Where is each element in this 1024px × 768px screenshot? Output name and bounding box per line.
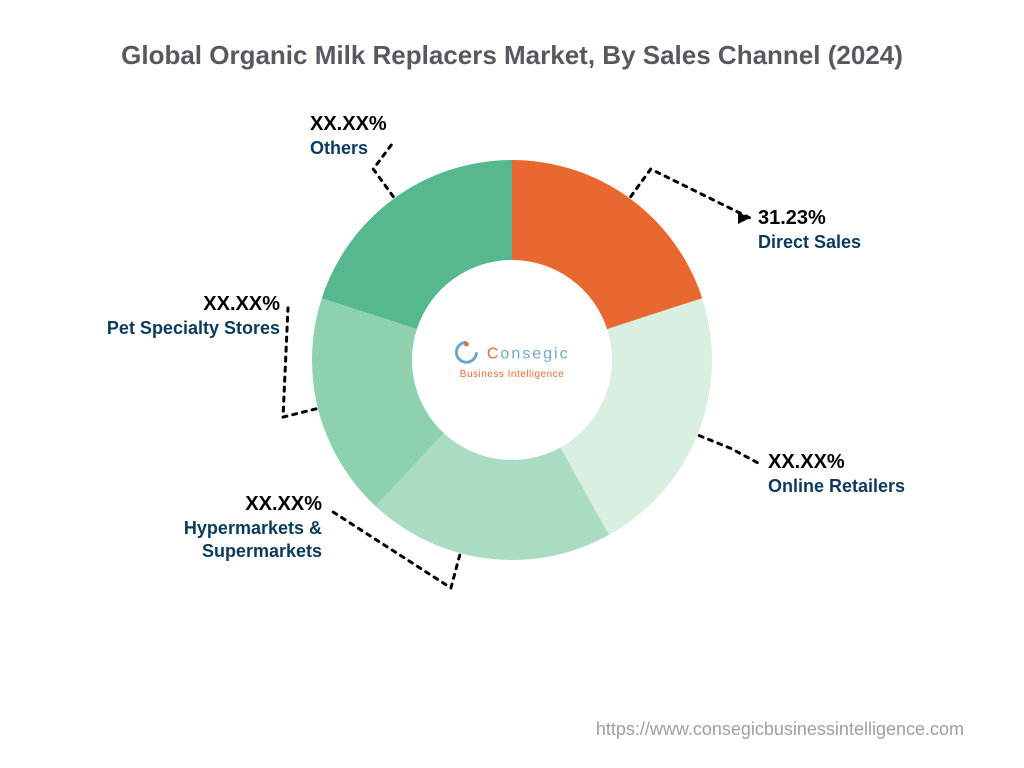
logo-icon xyxy=(454,340,478,369)
footer-url: https://www.consegicbusinessintelligence… xyxy=(596,719,964,740)
label-pet-specialty: XX.XX% Pet Specialty Stores xyxy=(90,292,280,340)
chart-title: Global Organic Milk Replacers Market, By… xyxy=(0,40,1024,71)
center-logo: Consegic Business Intelligence xyxy=(454,340,569,380)
chart-container: Global Organic Milk Replacers Market, By… xyxy=(0,0,1024,768)
label-others: XX.XX% Others xyxy=(310,112,387,160)
slice-direct_sales xyxy=(512,160,702,329)
logo-line2: Business Intelligence xyxy=(454,369,569,380)
logo-line1: Consegic xyxy=(487,346,570,363)
label-online-retailers: XX.XX% Online Retailers xyxy=(768,450,905,498)
label-hypermarkets: XX.XX% Hypermarkets &Supermarkets xyxy=(172,492,322,562)
slice-others xyxy=(322,160,512,329)
label-direct-sales: 31.23% Direct Sales xyxy=(758,206,861,254)
donut-chart: Consegic Business Intelligence xyxy=(312,160,712,560)
